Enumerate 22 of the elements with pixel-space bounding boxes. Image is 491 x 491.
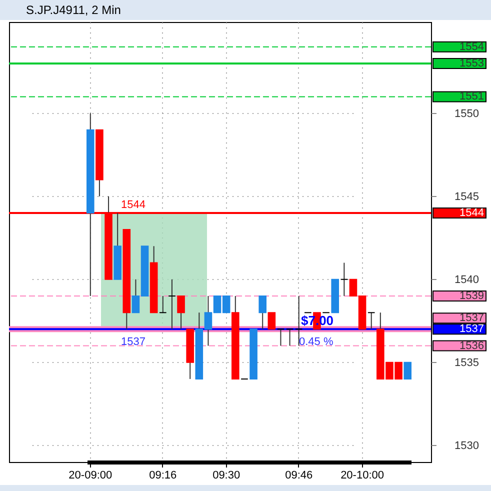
y-tick-label: 1535 xyxy=(454,356,479,369)
y-tick-label: 1530 xyxy=(454,440,479,452)
chart-title: S.JP.J4911, 2 Min xyxy=(25,2,122,19)
x-tick-label: 09:46 xyxy=(285,470,313,482)
annotation: 0.45 % xyxy=(299,336,334,348)
x-tick-label: 20-10:00 xyxy=(340,470,384,482)
ref-line-label: 1544 xyxy=(460,206,484,219)
ref-line-label: 1539 xyxy=(460,290,484,302)
x-tick-label: 09:30 xyxy=(212,470,240,482)
annotation: 1544 xyxy=(121,199,146,211)
ref-line-label: 1537 xyxy=(460,323,484,336)
ref-line-label: 1536 xyxy=(460,340,484,352)
ref-line-label: 1537 xyxy=(460,312,484,324)
ref-line-label: 1551 xyxy=(460,90,484,103)
x-tick-label: 20-09:00 xyxy=(68,470,112,482)
annotation: 1537 xyxy=(121,336,146,348)
x-tick-label: 09:16 xyxy=(149,470,177,482)
y-tick-label: 1550 xyxy=(454,108,479,120)
ref-line-label: 1553 xyxy=(460,58,484,70)
y-tick-label: 1540 xyxy=(454,274,479,286)
ref-line-label: 1554 xyxy=(460,40,484,53)
y-tick-label: 1545 xyxy=(454,190,479,203)
